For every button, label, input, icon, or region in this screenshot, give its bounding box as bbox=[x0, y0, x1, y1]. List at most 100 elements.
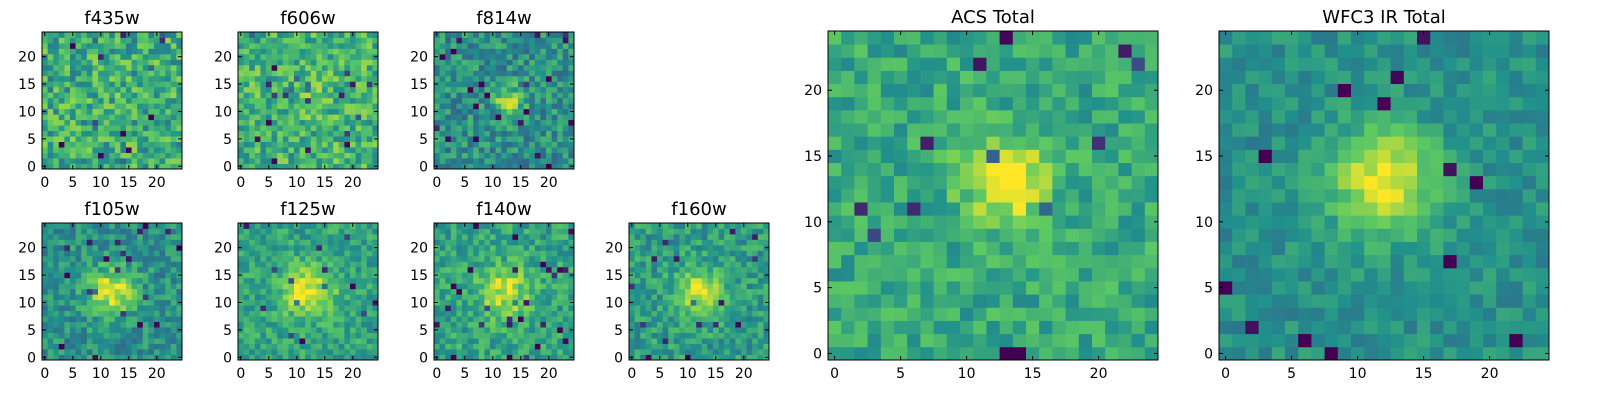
image-cell bbox=[735, 349, 742, 355]
image-cell bbox=[867, 228, 882, 242]
image-cell bbox=[322, 255, 328, 262]
image-cell bbox=[47, 152, 54, 159]
image-cell bbox=[372, 310, 379, 317]
image-cell bbox=[645, 266, 652, 273]
image-cell bbox=[109, 37, 116, 44]
image-cell bbox=[534, 53, 541, 60]
image-cell bbox=[170, 261, 177, 268]
image-cell bbox=[540, 283, 547, 290]
image-cell bbox=[266, 277, 272, 284]
image-cell bbox=[316, 119, 323, 126]
image-cell bbox=[685, 244, 691, 251]
image-cell bbox=[266, 53, 272, 60]
image-cell bbox=[131, 277, 138, 284]
image-cell bbox=[518, 59, 524, 66]
image-cell bbox=[165, 147, 172, 153]
image-cell bbox=[53, 32, 60, 38]
image-cells bbox=[434, 32, 575, 170]
image-cell bbox=[562, 86, 569, 93]
image-cell bbox=[512, 42, 519, 49]
image-cell bbox=[907, 175, 921, 190]
image-cell bbox=[170, 64, 177, 71]
image-cell bbox=[439, 223, 446, 229]
image-cell bbox=[47, 97, 54, 104]
image-cell bbox=[86, 272, 93, 279]
image-cell bbox=[238, 277, 244, 284]
image-cell bbox=[305, 349, 312, 355]
image-cell bbox=[1092, 228, 1106, 242]
image-cell bbox=[673, 354, 680, 361]
image-cell bbox=[316, 332, 323, 339]
image-cell bbox=[81, 272, 88, 279]
image-cell bbox=[551, 81, 558, 88]
image-cell bbox=[344, 103, 351, 110]
image-cell bbox=[288, 299, 295, 306]
image-cell bbox=[282, 223, 289, 229]
image-cell bbox=[126, 108, 132, 115]
image-cell bbox=[854, 215, 868, 229]
image-cell bbox=[53, 53, 60, 60]
image-cell bbox=[1052, 320, 1066, 335]
image-cell bbox=[529, 228, 536, 235]
image-cell bbox=[271, 338, 278, 344]
image-cell bbox=[126, 97, 132, 104]
image-cell bbox=[81, 103, 88, 110]
image-cell bbox=[629, 294, 635, 301]
image-cell bbox=[350, 272, 356, 279]
image-cell bbox=[126, 152, 132, 159]
image-cell bbox=[540, 37, 547, 44]
image-cell bbox=[103, 272, 110, 279]
image-cell bbox=[651, 255, 658, 262]
image-cell bbox=[679, 233, 686, 240]
image-cell bbox=[562, 343, 569, 350]
image-cell bbox=[159, 108, 166, 115]
image-cell bbox=[690, 321, 697, 328]
image-cell bbox=[462, 321, 468, 328]
image-cell bbox=[523, 244, 530, 251]
image-cell bbox=[355, 316, 362, 323]
image-cell bbox=[1052, 241, 1066, 256]
image-cell bbox=[735, 255, 742, 262]
image-cell bbox=[685, 239, 691, 246]
image-cell bbox=[305, 294, 312, 301]
image-cell bbox=[828, 333, 842, 348]
image-cell bbox=[70, 70, 76, 77]
image-cell bbox=[249, 141, 256, 148]
image-cell bbox=[718, 250, 725, 257]
image-cell bbox=[159, 299, 166, 306]
image-cell bbox=[880, 175, 895, 190]
image-cell bbox=[690, 310, 697, 317]
image-cell bbox=[176, 152, 183, 159]
image-cell bbox=[462, 343, 468, 350]
image-cell bbox=[828, 294, 842, 308]
image-cell bbox=[75, 92, 82, 99]
image-cell bbox=[47, 228, 54, 235]
image-cell bbox=[540, 272, 547, 279]
image-cell bbox=[529, 283, 536, 290]
image-cell bbox=[439, 97, 446, 104]
image-cell bbox=[159, 130, 166, 137]
image-cell bbox=[456, 70, 463, 77]
image-cell bbox=[355, 103, 362, 110]
image-cell bbox=[338, 136, 345, 142]
image-cell bbox=[103, 75, 110, 82]
image-cell bbox=[294, 294, 300, 301]
image-cell bbox=[713, 233, 719, 240]
image-cell bbox=[114, 321, 121, 328]
image-cell bbox=[361, 42, 368, 49]
image-cell bbox=[355, 244, 362, 251]
image-cell bbox=[478, 294, 485, 301]
image-cell bbox=[42, 59, 48, 66]
image-cell bbox=[92, 59, 99, 66]
panel-title: f125w bbox=[280, 199, 335, 220]
image-cell bbox=[462, 294, 468, 301]
image-cell bbox=[238, 64, 244, 71]
image-cell bbox=[254, 233, 261, 240]
image-cell bbox=[277, 233, 284, 240]
image-cell bbox=[668, 316, 675, 323]
image-cell bbox=[120, 321, 127, 328]
image-cell bbox=[310, 250, 317, 257]
image-cell bbox=[322, 239, 328, 246]
image-cell bbox=[1131, 320, 1146, 335]
image-cell bbox=[266, 48, 272, 55]
